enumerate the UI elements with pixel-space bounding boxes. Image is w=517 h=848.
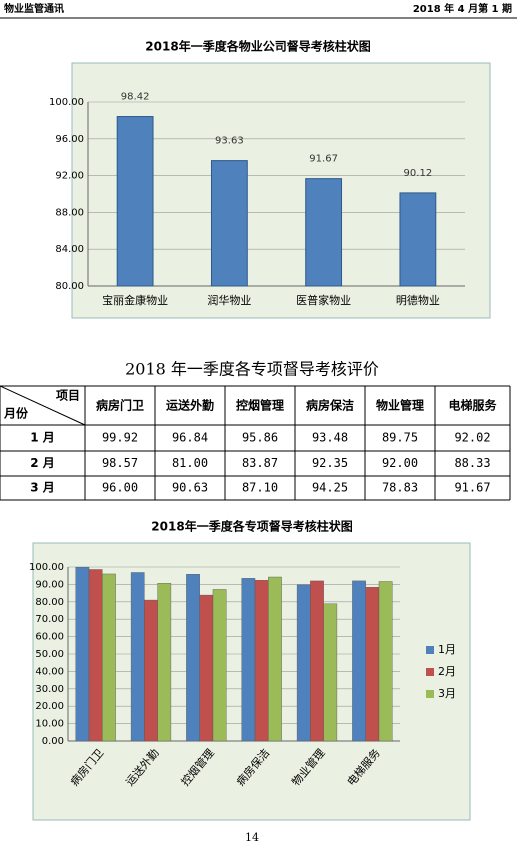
bar [212, 589, 227, 742]
corner-label: 月份 [3, 406, 29, 421]
bar [378, 581, 393, 742]
table-cell: 78.83 [382, 481, 418, 495]
table-cell: 99.92 [102, 431, 138, 445]
table-cell: 89.75 [382, 431, 418, 445]
legend-swatch [426, 668, 434, 676]
column-header: 病房保洁 [306, 398, 354, 413]
legend-label: 1月 [438, 643, 456, 656]
y-tick-label: 30.00 [35, 684, 64, 695]
y-tick-label: 100.00 [49, 97, 84, 108]
x-tick-label: 医普家物业 [296, 293, 351, 307]
y-tick-label: 50.00 [35, 649, 64, 660]
bar [157, 583, 172, 742]
x-tick-label: 明德物业 [396, 293, 440, 307]
bar [130, 572, 145, 742]
y-tick-label: 96.00 [55, 134, 84, 145]
value-label: 93.63 [215, 136, 244, 147]
y-tick-label: 88.00 [55, 207, 84, 218]
chart-title: 2018年一季度各物业公司督导考核柱状图 [145, 39, 370, 54]
bar [254, 580, 269, 742]
table-cell: 92.00 [382, 456, 418, 470]
legend-swatch [426, 690, 434, 698]
table-cell: 92.02 [454, 431, 490, 445]
table-title: 2018 年一季度各专项督导考核评价 [125, 360, 379, 379]
y-tick-label: 100.00 [29, 562, 64, 573]
table-cell: 83.87 [242, 456, 278, 470]
bar [88, 569, 103, 742]
header-left: 物业监管通讯 [4, 2, 64, 15]
table-cell: 93.48 [312, 431, 348, 445]
y-tick-label: 90.00 [35, 579, 64, 590]
table-diagonal [0, 385, 86, 426]
header-right: 2018 年 4 月第 1 期 [413, 2, 512, 15]
table-cell: 87.10 [242, 481, 278, 495]
table-cell: 96.84 [172, 431, 208, 445]
bar [116, 116, 154, 287]
column-header: 运送外勤 [166, 398, 214, 413]
bar [323, 603, 338, 742]
bar [102, 573, 116, 742]
bar [75, 566, 90, 742]
column-header: 物业管理 [376, 398, 424, 413]
bar [186, 574, 200, 742]
row-header: 2 月 [30, 456, 55, 470]
table-cell: 88.33 [454, 456, 490, 470]
y-tick-label: 92.00 [55, 171, 84, 182]
legend-label: 3月 [438, 687, 456, 700]
table-cell: 95.86 [242, 431, 278, 445]
value-label: 98.42 [121, 92, 150, 103]
bar [210, 160, 248, 287]
bar [305, 178, 343, 287]
page-number: 14 [245, 831, 259, 844]
table-cell: 91.67 [454, 481, 490, 495]
table-cell: 94.25 [312, 481, 348, 495]
table-cell: 98.57 [102, 456, 138, 470]
legend-label: 2月 [438, 665, 456, 678]
legend-swatch [426, 646, 434, 654]
x-tick-label: 宝丽金康物业 [102, 293, 168, 307]
bar [296, 584, 311, 742]
bar [241, 578, 256, 742]
bar [199, 594, 214, 742]
column-header: 控烟管理 [236, 398, 284, 413]
bar [365, 587, 380, 742]
corner-label: 项目 [56, 389, 80, 403]
row-header: 1 月 [30, 431, 55, 445]
y-tick-label: 80.00 [55, 281, 84, 292]
x-tick-label: 润华物业 [207, 293, 251, 307]
bar [352, 580, 366, 742]
table-cell: 92.35 [312, 456, 348, 470]
table-cell: 81.00 [172, 456, 208, 470]
value-label: 91.67 [309, 154, 338, 165]
y-tick-label: 0.00 [42, 736, 64, 747]
y-tick-label: 84.00 [55, 244, 84, 255]
bar [268, 576, 282, 742]
y-tick-label: 10.00 [35, 719, 64, 730]
y-tick-label: 70.00 [35, 614, 64, 625]
column-header: 病房门卫 [96, 398, 144, 413]
value-label: 90.12 [404, 168, 433, 179]
bar [310, 580, 324, 742]
y-tick-label: 60.00 [35, 632, 64, 643]
chart-title: 2018年一季度各专项督导考核柱状图 [151, 519, 352, 534]
table-cell: 96.00 [102, 481, 138, 495]
column-header: 电梯服务 [448, 398, 497, 413]
bar [144, 599, 158, 742]
bar [399, 192, 437, 287]
y-tick-label: 40.00 [35, 666, 64, 677]
table-cell: 90.63 [172, 481, 208, 495]
row-header: 3 月 [30, 481, 55, 495]
y-tick-label: 20.00 [35, 701, 64, 712]
y-tick-label: 80.00 [35, 597, 64, 608]
